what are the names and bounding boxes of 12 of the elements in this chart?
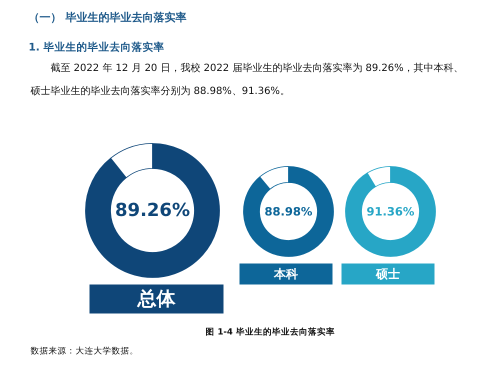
data-label: 91.36%	[366, 204, 415, 218]
text: 本科	[273, 267, 298, 281]
data-label: 88.98%	[264, 204, 313, 218]
text: 硕士毕业生的毕业去向落实率分别为 88.98%、91.36%。	[30, 85, 290, 97]
text: 硕士	[375, 267, 400, 281]
source-note: 数据来源：大连大学数据。	[30, 346, 138, 356]
caption: 图 1-4 毕业生的毕业去向落实率	[206, 326, 335, 338]
chart-title: （一） 毕业生的毕业去向落实率	[28, 11, 186, 24]
text: 总体	[136, 288, 176, 310]
text: 截至 2022 年 12 月 20 日，我校 2022 届毕业生的毕业去向落实率为 89.26%，其中本科、	[50, 62, 464, 74]
chart-subtitle: 1. 毕业生的毕业去向落实率	[28, 40, 164, 54]
data-label: 89.26%	[115, 200, 190, 221]
